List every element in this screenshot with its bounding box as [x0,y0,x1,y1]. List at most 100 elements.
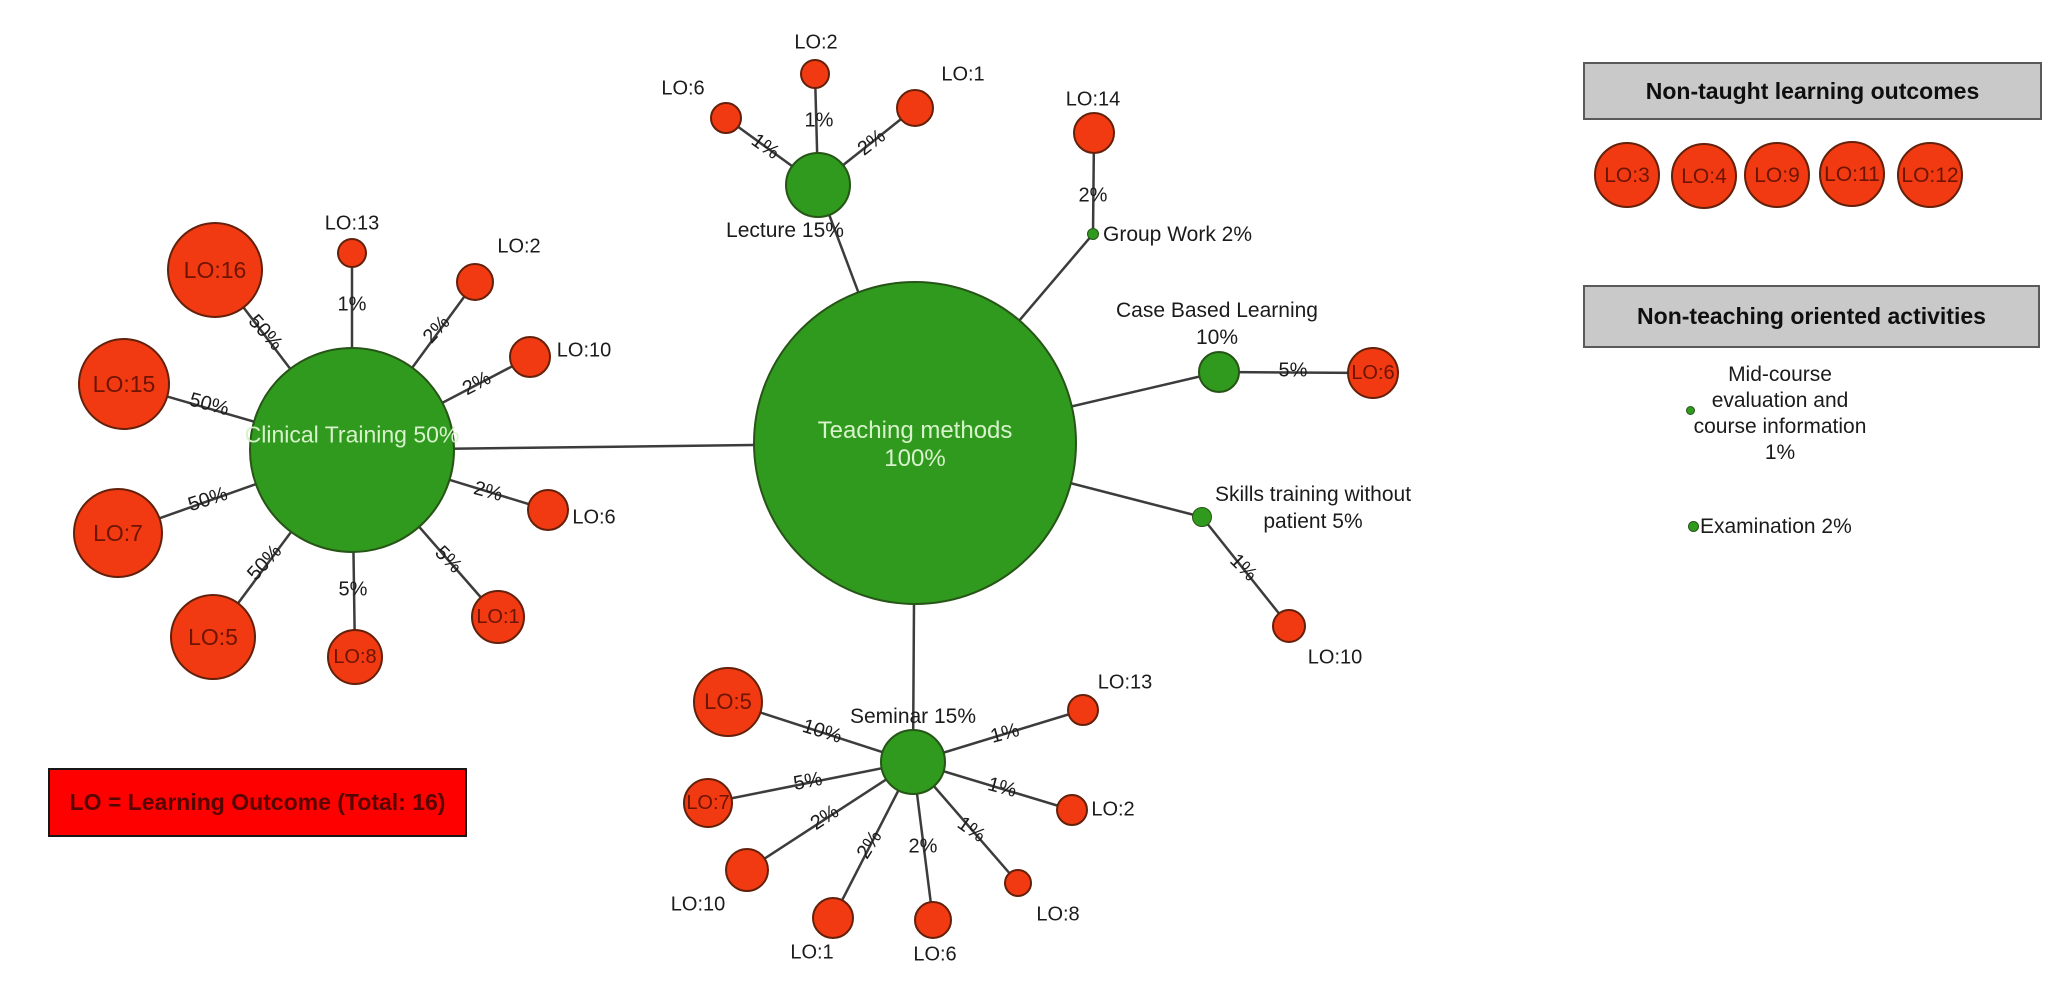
seminar-lo10-label: LO:10 [670,893,726,916]
seminar-label: Seminar 15% [849,705,977,728]
clinical-training-node [249,347,455,553]
lecture-node [785,152,851,218]
seminar-lo13-label: LO:13 [1097,671,1153,694]
seminar-lo1-node [812,897,854,939]
teaching-methods-label: Teaching methods 100% [818,417,1013,473]
legend-lo4-label: LO:4 [1681,164,1727,188]
skills-lo10-node [1272,609,1306,643]
examination-label: Examination 2% [1700,515,1852,538]
groupwork-lo14-node [1073,112,1115,154]
clinical-lo2-label: LO:2 [497,235,541,258]
clinical-lo7-label: LO:7 [93,519,143,546]
legend-lo4-node: LO:4 [1671,143,1737,209]
groupwork-lo14-label: LO:14 [1065,88,1121,111]
clinical-training-label: Clinical Training 50% [244,421,460,448]
case-based-learning-node [1198,351,1240,393]
lecture-label: Lecture 15% [726,219,844,242]
casebased-lo6-label: LO:6 [1351,362,1395,384]
clinical-lo13-pct: 1% [337,293,367,316]
clinical-lo1-label: LO:1 [476,606,520,628]
teaching-methods-label-line2: 100% [884,445,946,472]
legend-non-taught-header: Non-taught learning outcomes [1583,62,2042,120]
legend-non-taught-title: Non-taught learning outcomes [1645,77,1980,104]
clinical-lo8-node: LO:8 [327,629,383,685]
lecture-lo6-label: LO:6 [661,77,705,100]
clinical-lo10-label: LO:10 [556,339,612,362]
clinical-lo2-node [456,263,494,301]
skills-training-node [1192,507,1212,527]
examination-node [1688,521,1699,532]
lo-note-box: LO = Learning Outcome (Total: 16) [48,768,467,837]
legend-lo12-node: LO:12 [1897,142,1963,208]
clinical-lo15-node: LO:15 [78,338,170,430]
skills-training-label-line2: patient 5% [1263,510,1363,533]
edge-skills-lo10 [1201,516,1290,627]
case-based-learning-pct: 10% [1195,326,1239,349]
clinical-lo16-node: LO:16 [167,222,263,318]
skills-training-label: Skills training without patient 5% [1215,481,1411,535]
casebased-lo6-node: LO:6 [1347,347,1399,399]
clinical-lo16-label: LO:16 [183,256,247,283]
seminar-lo7-label: LO:7 [686,792,730,814]
lecture-lo6-node [710,102,742,134]
seminar-lo7-node: LO:7 [683,778,733,828]
skills-lo10-label: LO:10 [1307,646,1363,669]
case-based-learning-label-line1: Case Based Learning [1116,299,1318,322]
clinical-lo6-node [527,489,569,531]
legend-lo3-node: LO:3 [1594,142,1660,208]
lecture-lo2-pct: 1% [804,109,834,132]
groupwork-lo14-pct: 2% [1078,184,1108,207]
seminar-lo8-node [1004,869,1032,897]
casebased-lo6-pct: 5% [1278,359,1308,382]
legend-lo9-label: LO:9 [1754,163,1800,187]
lecture-lo1-node [896,89,934,127]
clinical-lo13-label: LO:13 [324,212,380,235]
seminar-lo2-label: LO:2 [1091,798,1135,821]
clinical-lo5-label: LO:5 [188,623,238,650]
mid-course-node [1686,406,1695,415]
seminar-lo2-node [1056,794,1088,826]
teaching-methods-node [753,281,1077,605]
mid-course-label-line4: 1% [1764,441,1796,464]
seminar-lo13-node [1067,694,1099,726]
seminar-lo8-label: LO:8 [1036,903,1080,926]
clinical-lo8-label: LO:8 [333,646,377,668]
legend-lo11-node: LO:11 [1819,141,1885,207]
legend-non-teaching-title: Non-teaching oriented activities [1637,303,1986,329]
case-based-learning-label: Case Based Learning 10% [1116,297,1318,351]
seminar-lo5-label: LO:5 [704,689,752,714]
clinical-lo10-node [509,336,551,378]
lo-note-text: LO = Learning Outcome (Total: 16) [69,789,446,815]
legend-lo9-node: LO:9 [1744,142,1810,208]
clinical-lo7-node: LO:7 [73,488,163,578]
group-work-node [1087,228,1099,240]
seminar-lo6-label: LO:6 [913,943,957,966]
seminar-lo1-label: LO:1 [790,941,834,964]
mid-course-label-line2: evaluation and [1711,389,1849,412]
clinical-lo13-node [337,238,367,268]
clinical-lo6-label: LO:6 [572,506,616,529]
seminar-lo6-pct: 2% [908,835,938,858]
legend-non-teaching-header: Non-teaching oriented activities [1583,285,2040,348]
legend-lo11-label: LO:11 [1824,162,1880,186]
teaching-methods-label-line1: Teaching methods [817,417,1013,444]
skills-training-label-line1: Skills training without [1214,483,1412,506]
clinical-lo8-pct: 5% [338,578,368,601]
legend-lo3-label: LO:3 [1604,163,1650,187]
lecture-lo2-node [800,59,830,89]
legend-lo12-label: LO:12 [1901,163,1959,187]
clinical-lo1-node: LO:1 [471,590,525,644]
mid-course-label-line3: course information [1693,415,1867,438]
seminar-node [880,729,946,795]
lecture-lo1-label: LO:1 [941,63,985,86]
edge-seminar-lo7 [707,760,914,805]
clinical-lo5-node: LO:5 [170,594,256,680]
seminar-lo10-node [725,848,769,892]
seminar-lo6-node [914,901,952,939]
clinical-lo15-label: LO:15 [92,370,156,397]
lecture-lo2-label: LO:2 [794,31,838,54]
mid-course-label: Mid-course evaluation and course informa… [1694,362,1867,466]
mid-course-label-line1: Mid-course [1728,363,1832,386]
group-work-label: Group Work 2% [1103,223,1252,246]
